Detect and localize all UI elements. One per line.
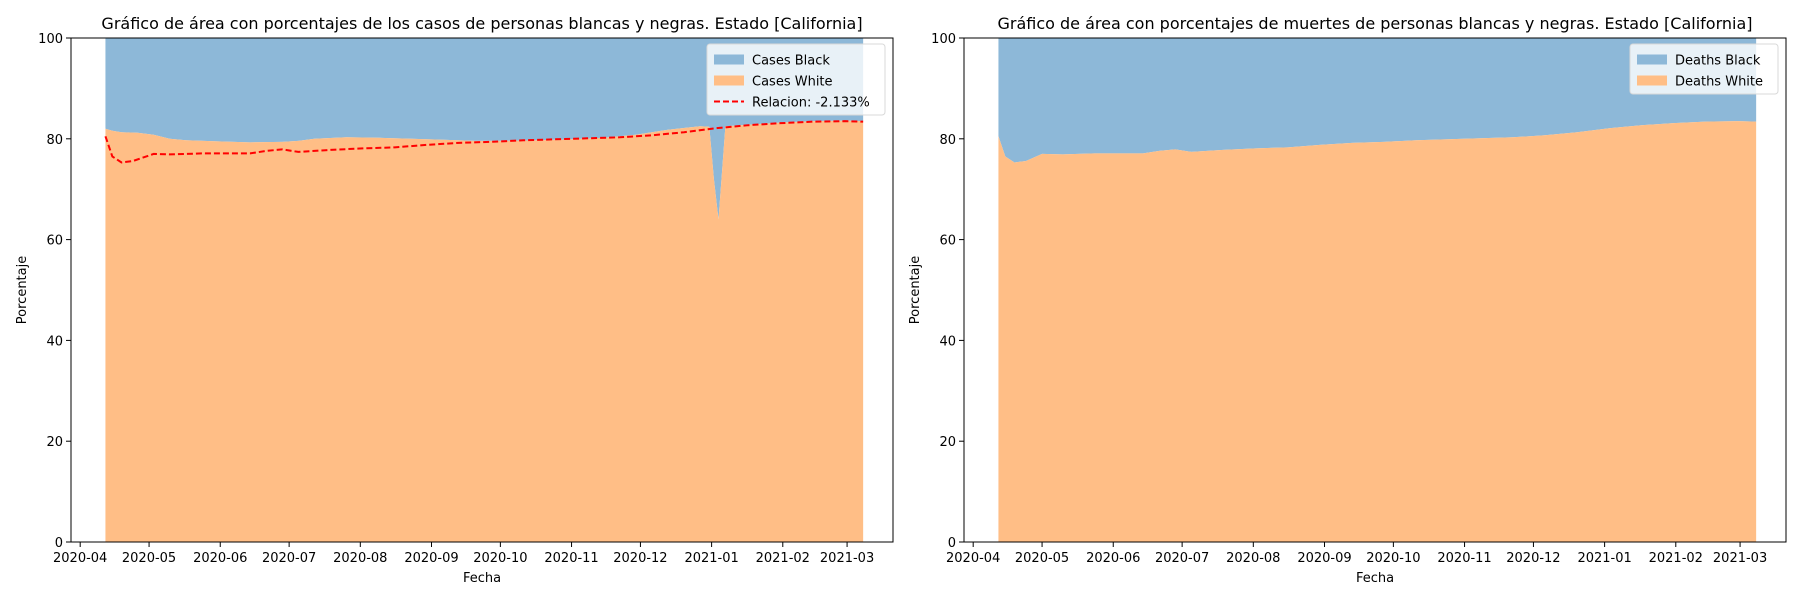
legend-box	[706, 43, 886, 116]
x-axis-label: Fecha	[463, 571, 501, 586]
x-tick-label: 2020-07	[1155, 551, 1209, 566]
deaths-chart: Gráfico de área con porcentajes de muert…	[908, 14, 1787, 586]
plot-frame	[70, 37, 894, 543]
y-tick-label: 60	[939, 234, 956, 249]
x-tick-label: 2020-08	[333, 551, 387, 566]
x-tick-label: 2020-12	[613, 551, 667, 566]
x-axis-label: Fecha	[1356, 571, 1394, 586]
x-tick-label: 2020-06	[1086, 551, 1140, 566]
plot-area	[998, 38, 1757, 542]
ratio-line	[104, 120, 864, 164]
y-axis-label: Porcentaje	[908, 256, 923, 324]
legend-label: Cases White	[752, 75, 833, 90]
y-tick-label: 80	[46, 133, 63, 148]
x-tick-label: 2020-09	[404, 551, 458, 566]
y-axis: 0 20 40 60 80 100	[38, 32, 71, 551]
x-tick-label: 2020-10	[1366, 551, 1420, 566]
y-tick-label: 20	[939, 435, 956, 450]
legend-label: Deaths White	[1675, 75, 1763, 90]
legend: Cases Black Cases White Relacion: -2.133%	[706, 43, 886, 116]
x-tick-label: 2020-10	[473, 551, 527, 566]
x-axis: 2020-04 2020-05 2020-06 2020-07 2020-08 2020-…	[946, 542, 1767, 566]
x-tick-label: 2020-05	[122, 551, 176, 566]
x-tick-label: 2020-05	[1015, 551, 1069, 566]
y-tick-label: 60	[46, 234, 63, 249]
x-tick-label: 2020-04	[946, 551, 1000, 566]
y-tick-label: 40	[939, 334, 956, 349]
y-axis-label: Porcentaje	[15, 256, 30, 324]
x-tick-label: 2020-06	[193, 551, 247, 566]
y-tick-label: 0	[55, 536, 63, 551]
x-tick-label: 2021-03	[820, 551, 874, 566]
y-tick-label: 80	[939, 133, 956, 148]
y-axis: 0 20 40 60 80 100	[931, 32, 964, 551]
legend-swatch	[1637, 75, 1667, 86]
legend-label: Cases Black	[752, 54, 830, 69]
plot-frame	[963, 37, 1787, 543]
cases-chart: Gráfico de área con porcentajes de los c…	[15, 14, 894, 586]
plot-area	[104, 38, 864, 542]
area-cases-white	[105, 120, 864, 542]
y-tick-label: 0	[948, 536, 956, 551]
legend-label: Relacion: -2.133%	[752, 96, 870, 111]
chart-title: Gráfico de área con porcentajes de los c…	[101, 14, 862, 33]
x-tick-label: 2020-11	[1437, 551, 1491, 566]
x-tick-label: 2020-07	[262, 551, 316, 566]
x-axis: 2020-04 2020-05 2020-06 2020-07 2020-08 2020-…	[53, 542, 874, 566]
legend-label: Deaths Black	[1675, 54, 1761, 69]
x-tick-label: 2020-11	[544, 551, 598, 566]
legend: Deaths Black Deaths White	[1629, 43, 1779, 95]
y-tick-label: 100	[38, 32, 63, 47]
chart-title: Gráfico de área con porcentajes de muert…	[997, 14, 1752, 33]
x-tick-label: 2021-01	[1577, 551, 1631, 566]
x-tick-label: 2020-08	[1226, 551, 1280, 566]
x-tick-label: 2021-03	[1713, 551, 1767, 566]
x-tick-label: 2021-02	[1649, 551, 1703, 566]
legend-swatch	[714, 54, 744, 65]
legend-swatch	[1637, 54, 1667, 65]
x-tick-label: 2020-04	[53, 551, 107, 566]
y-tick-label: 20	[46, 435, 63, 450]
x-tick-label: 2021-01	[684, 551, 738, 566]
area-deaths-white	[998, 121, 1757, 542]
y-tick-label: 40	[46, 334, 63, 349]
x-tick-label: 2020-09	[1297, 551, 1351, 566]
y-tick-label: 100	[931, 32, 956, 47]
x-tick-label: 2020-12	[1506, 551, 1560, 566]
legend-swatch	[714, 75, 744, 86]
area-cases-black	[105, 38, 864, 220]
area-deaths-black	[998, 38, 1757, 163]
x-tick-label: 2021-02	[756, 551, 810, 566]
